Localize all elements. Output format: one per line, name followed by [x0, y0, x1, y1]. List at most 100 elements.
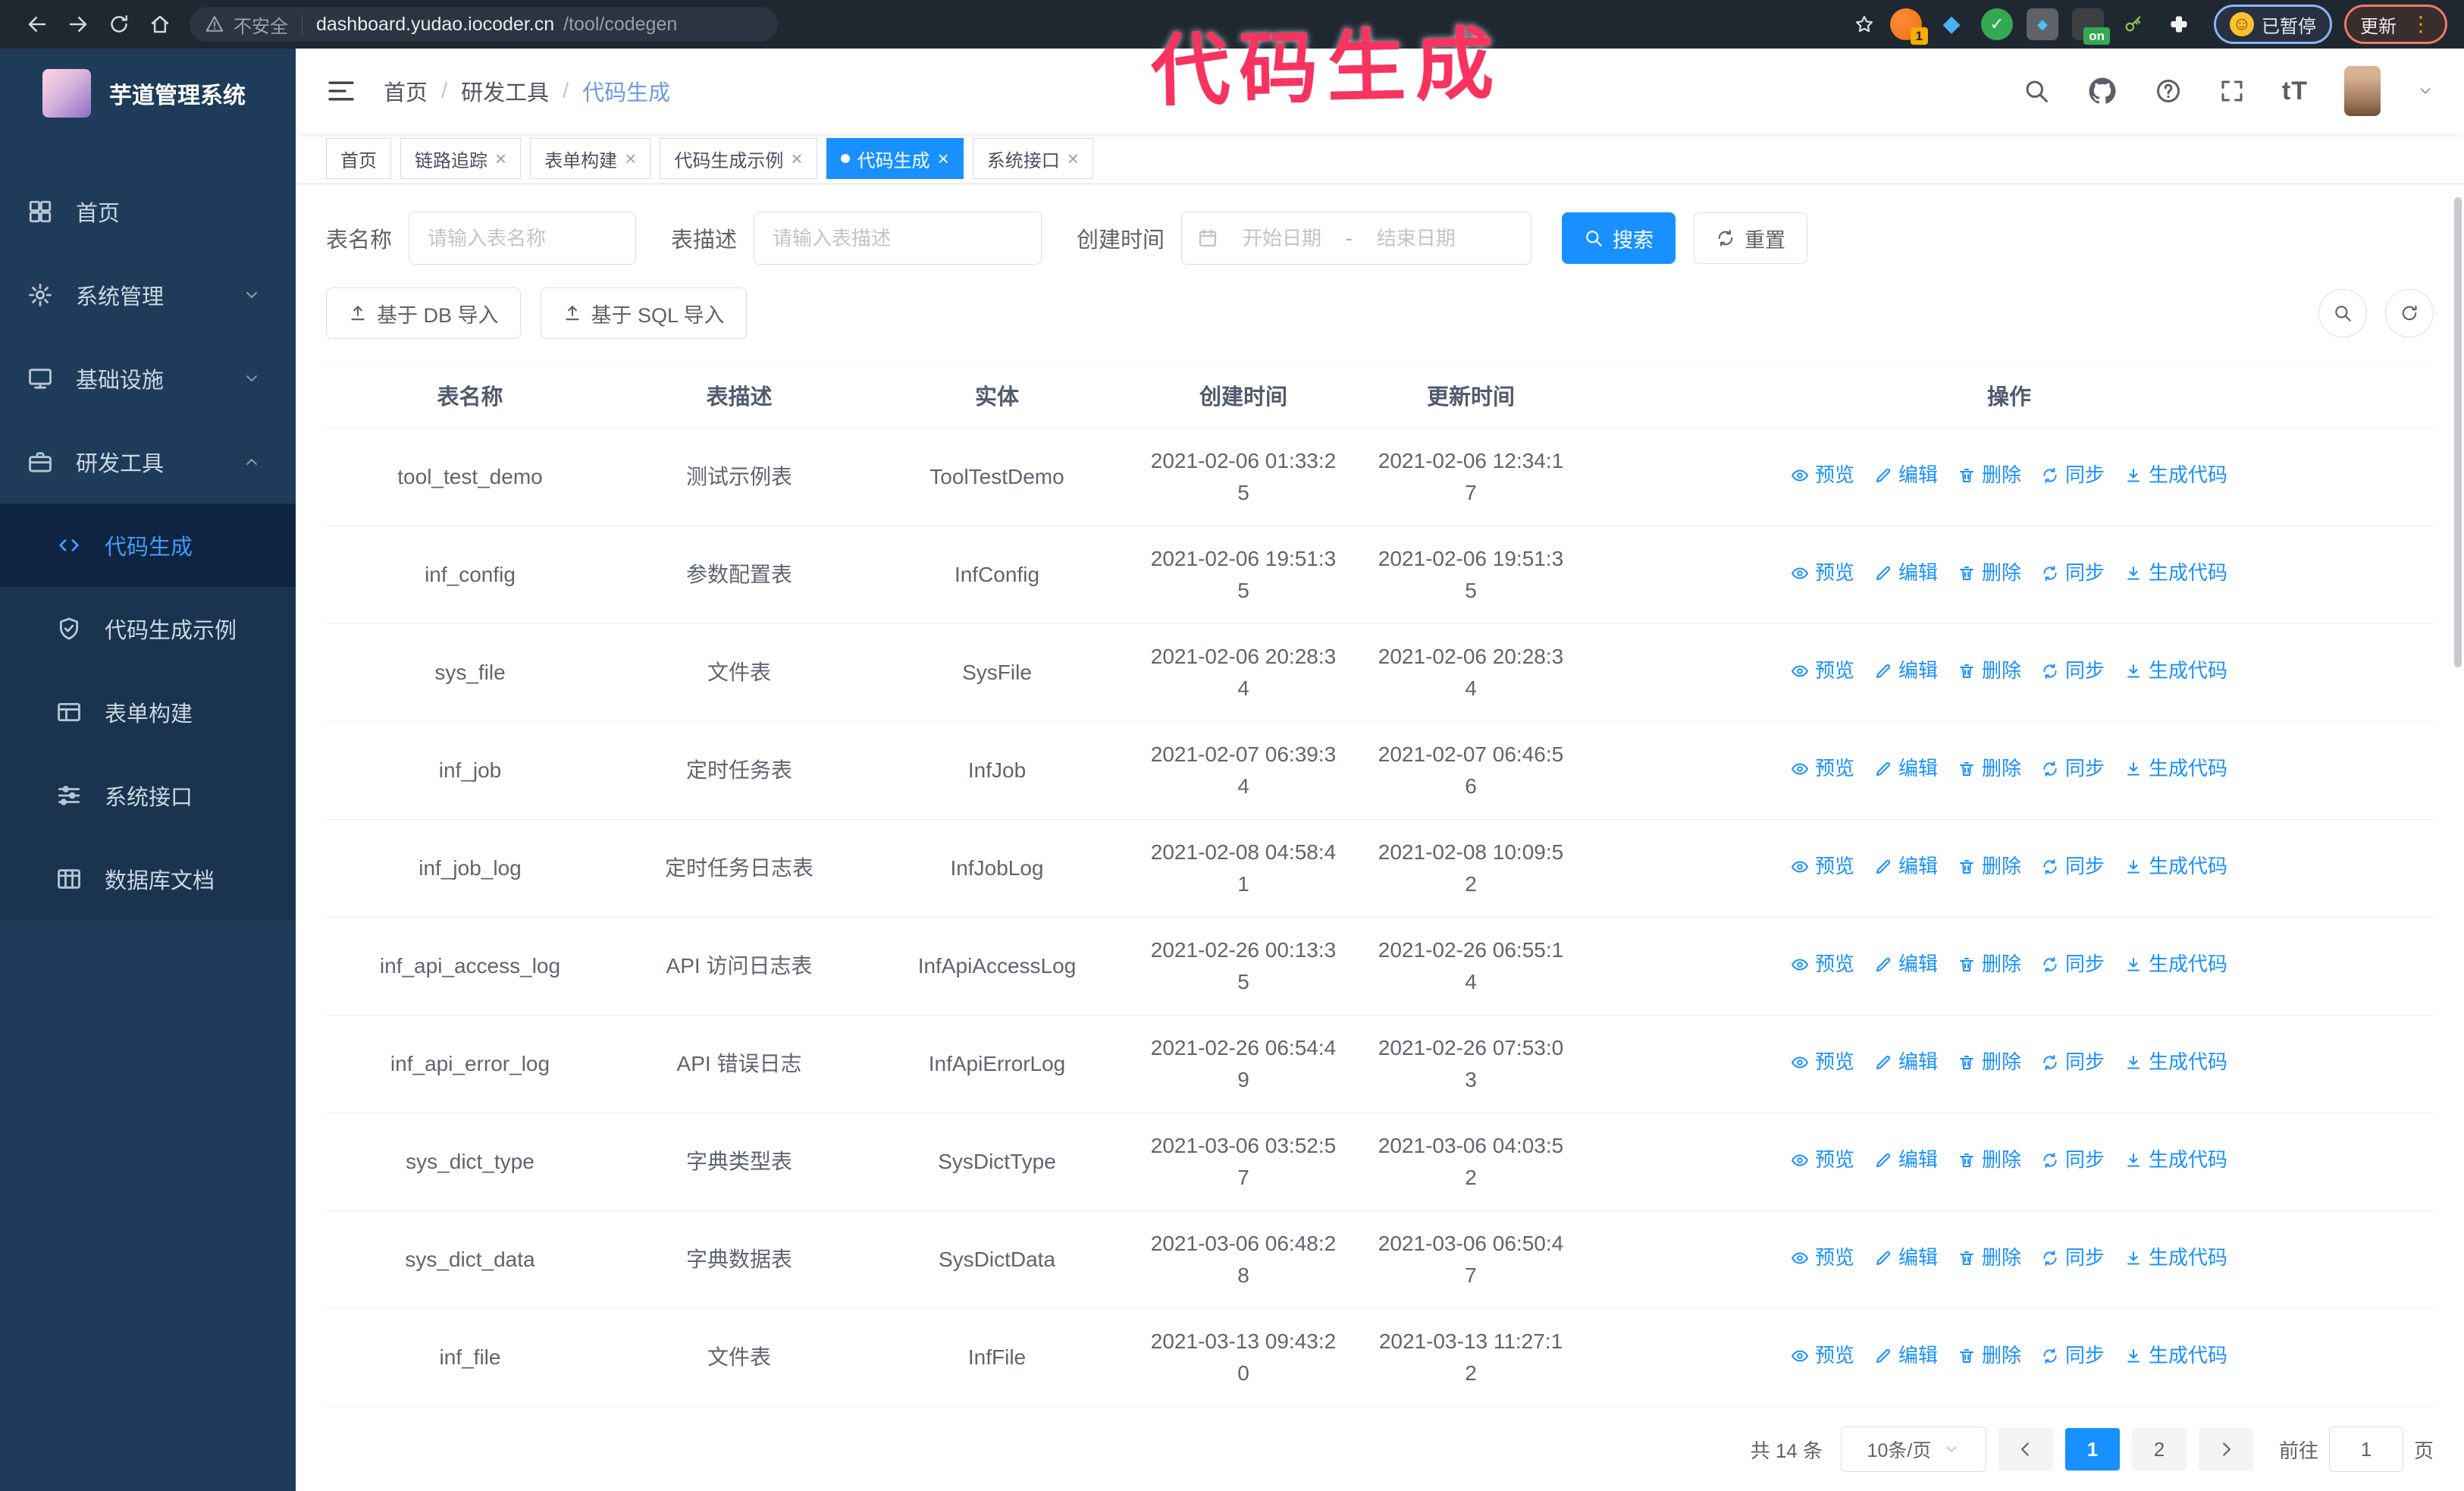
- action-generate[interactable]: 生成代码: [2124, 558, 2227, 588]
- profile-chip[interactable]: ☺ 已暂停: [2214, 5, 2332, 44]
- submenu-item-1[interactable]: 代码生成示例: [0, 587, 296, 670]
- close-icon[interactable]: ×: [791, 146, 803, 170]
- breadcrumb-devtools[interactable]: 研发工具: [461, 81, 550, 105]
- action-generate[interactable]: 生成代码: [2124, 656, 2227, 686]
- next-page-button[interactable]: [2198, 1428, 2253, 1471]
- submenu-item-3[interactable]: 系统接口: [0, 754, 296, 837]
- sql-import-button[interactable]: 基于 SQL 导入: [540, 287, 747, 339]
- action-edit[interactable]: 编辑: [1874, 852, 1938, 881]
- action-generate[interactable]: 生成代码: [2124, 1341, 2227, 1370]
- action-sync[interactable]: 同步: [2041, 1047, 2105, 1077]
- action-delete[interactable]: 删除: [1958, 656, 2021, 686]
- action-edit[interactable]: 编辑: [1874, 1243, 1938, 1273]
- tab-4[interactable]: 代码生成 ×: [826, 138, 964, 179]
- search-button[interactable]: 搜索: [1562, 212, 1676, 264]
- extension-key-icon[interactable]: [2118, 8, 2149, 40]
- action-delete[interactable]: 删除: [1958, 1047, 2021, 1077]
- action-edit[interactable]: 编辑: [1874, 1145, 1938, 1175]
- action-edit[interactable]: 编辑: [1874, 460, 1938, 490]
- date-range-picker[interactable]: -: [1181, 212, 1532, 265]
- action-generate[interactable]: 生成代码: [2124, 1243, 2227, 1273]
- submenu-item-0[interactable]: 代码生成: [0, 504, 296, 587]
- bookmark-star-icon[interactable]: [1845, 5, 1883, 43]
- action-preview[interactable]: 预览: [1791, 754, 1854, 783]
- action-sync[interactable]: 同步: [2041, 460, 2105, 490]
- close-icon[interactable]: ×: [625, 146, 637, 170]
- action-generate[interactable]: 生成代码: [2124, 1047, 2227, 1077]
- extension-icon[interactable]: ◆: [2027, 8, 2058, 40]
- submenu-item-4[interactable]: 数据库文档: [0, 837, 296, 921]
- action-delete[interactable]: 删除: [1958, 852, 2021, 881]
- action-preview[interactable]: 预览: [1791, 852, 1854, 881]
- action-delete[interactable]: 删除: [1958, 1243, 2021, 1273]
- table-name-input[interactable]: [409, 212, 637, 265]
- action-edit[interactable]: 编辑: [1874, 950, 1938, 979]
- action-sync[interactable]: 同步: [2041, 1243, 2105, 1273]
- browser-forward-icon[interactable]: [58, 4, 99, 45]
- submenu-item-2[interactable]: 表单构建: [0, 670, 296, 754]
- action-preview[interactable]: 预览: [1791, 950, 1854, 979]
- action-preview[interactable]: 预览: [1791, 1341, 1854, 1370]
- avatar-caret-icon[interactable]: [2417, 83, 2434, 99]
- goto-page-input[interactable]: [2328, 1427, 2403, 1472]
- browser-back-icon[interactable]: [17, 4, 58, 45]
- toggle-search-button[interactable]: [2318, 289, 2367, 337]
- action-edit[interactable]: 编辑: [1874, 754, 1938, 783]
- action-preview[interactable]: 预览: [1791, 1145, 1854, 1175]
- page-scrollbar[interactable]: [2454, 197, 2462, 667]
- sidebar-item-2[interactable]: 基础设施: [0, 337, 296, 420]
- end-date-input[interactable]: [1356, 225, 1475, 251]
- action-generate[interactable]: 生成代码: [2124, 754, 2227, 783]
- action-sync[interactable]: 同步: [2041, 1341, 2105, 1370]
- browser-menu-icon[interactable]: ⋮: [2410, 12, 2431, 36]
- action-delete[interactable]: 删除: [1958, 1145, 2021, 1175]
- font-size-icon[interactable]: tT: [2281, 77, 2308, 105]
- action-preview[interactable]: 预览: [1791, 1047, 1854, 1077]
- action-sync[interactable]: 同步: [2041, 852, 2105, 881]
- user-avatar[interactable]: [2344, 66, 2381, 116]
- browser-reload-icon[interactable]: [99, 4, 140, 45]
- close-icon[interactable]: ×: [937, 146, 949, 170]
- close-icon[interactable]: ×: [495, 146, 507, 170]
- help-icon[interactable]: [2155, 77, 2182, 105]
- tab-2[interactable]: 表单构建 ×: [530, 138, 651, 179]
- tab-5[interactable]: 系统接口 ×: [972, 138, 1093, 179]
- extension-icon[interactable]: 1: [1890, 8, 1928, 45]
- action-delete[interactable]: 删除: [1958, 754, 2021, 783]
- browser-home-icon[interactable]: [140, 4, 180, 45]
- table-desc-input[interactable]: [754, 212, 1042, 265]
- action-generate[interactable]: 生成代码: [2124, 1145, 2227, 1175]
- action-delete[interactable]: 删除: [1958, 460, 2021, 490]
- tab-3[interactable]: 代码生成示例 ×: [660, 138, 817, 179]
- tab-1[interactable]: 链路追踪 ×: [400, 138, 522, 179]
- action-preview[interactable]: 预览: [1791, 1243, 1854, 1273]
- action-delete[interactable]: 删除: [1958, 1341, 2021, 1370]
- address-bar[interactable]: 不安全 dashboard.yudao.iocoder.cn/tool/code…: [190, 7, 778, 42]
- update-chip[interactable]: 更新 ⋮: [2344, 5, 2447, 44]
- sidebar-item-3[interactable]: 研发工具: [0, 420, 296, 504]
- action-generate[interactable]: 生成代码: [2124, 950, 2227, 979]
- extension-gem-icon[interactable]: ◆: [1942, 11, 1961, 36]
- start-date-input[interactable]: [1223, 225, 1342, 251]
- action-edit[interactable]: 编辑: [1874, 1341, 1938, 1370]
- action-sync[interactable]: 同步: [2041, 558, 2105, 588]
- fullscreen-icon[interactable]: [2218, 77, 2246, 105]
- extension-icon[interactable]: on: [2072, 8, 2110, 45]
- action-edit[interactable]: 编辑: [1874, 558, 1938, 588]
- action-sync[interactable]: 同步: [2041, 950, 2105, 979]
- action-sync[interactable]: 同步: [2041, 754, 2105, 783]
- action-preview[interactable]: 预览: [1791, 460, 1854, 490]
- action-preview[interactable]: 预览: [1791, 656, 1854, 686]
- action-edit[interactable]: 编辑: [1874, 656, 1938, 686]
- action-generate[interactable]: 生成代码: [2124, 852, 2227, 881]
- close-icon[interactable]: ×: [1067, 146, 1079, 170]
- db-import-button[interactable]: 基于 DB 导入: [326, 287, 521, 339]
- refresh-table-button[interactable]: [2385, 289, 2434, 337]
- action-sync[interactable]: 同步: [2041, 656, 2105, 686]
- page-button-2[interactable]: 2: [2131, 1428, 2187, 1471]
- app-logo[interactable]: 芋道管理系统: [0, 49, 296, 138]
- extensions-puzzle-icon[interactable]: [2163, 8, 2195, 40]
- search-icon[interactable]: [2023, 77, 2050, 105]
- action-delete[interactable]: 删除: [1958, 558, 2021, 588]
- page-size-select[interactable]: 10条/页: [1840, 1427, 1986, 1472]
